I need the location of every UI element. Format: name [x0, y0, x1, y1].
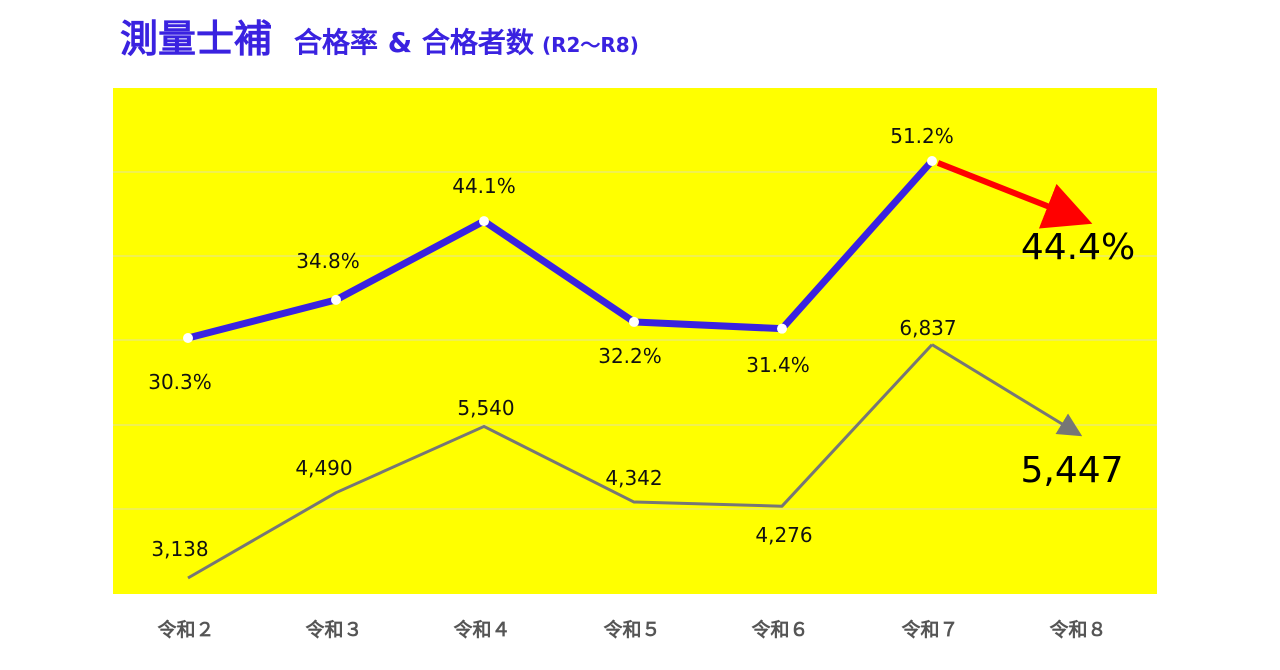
pass-count-label-6: 6,837: [899, 316, 956, 340]
pass-count-label-3: 5,540: [457, 396, 514, 420]
x-tick-label-4: 令和５: [603, 618, 660, 641]
chart-title: 測量士補 合格率 & 合格者数 (R2〜R8): [120, 8, 639, 64]
pass-rate-line: [187, 158, 935, 342]
pass-rate-point-5: [777, 323, 787, 334]
chart-title-main: 測量士補: [120, 17, 273, 61]
pass-rate-label-4: 32.2%: [598, 344, 662, 368]
x-tick-label-6: 令和７: [901, 618, 958, 641]
x-tick-label-1: 令和２: [157, 618, 214, 641]
pass-count-label-4: 4,342: [605, 466, 662, 490]
x-tick-label-2: 令和３: [305, 618, 362, 641]
x-tick-label-7: 令和８: [1049, 618, 1106, 641]
pass-rate-point-4: [629, 316, 639, 327]
pass-rate-forecast-label: 44.4%: [1021, 227, 1135, 268]
pass-count-forecast-arrow: [931, 343, 1083, 437]
pass-rate-point-3: [479, 216, 489, 227]
pass-rate-label-3: 44.1%: [452, 174, 516, 198]
pass-count-label-2: 4,490: [295, 456, 352, 480]
pass-rate-label-1: 30.3%: [148, 370, 212, 394]
pass-count-line: [187, 343, 934, 580]
x-tick-label-3: 令和４: [453, 618, 510, 641]
pass-rate-point-1: [183, 333, 193, 343]
pass-rate-label-5: 31.4%: [746, 353, 810, 377]
pass-rate-point-6: [927, 155, 937, 166]
pass-rate-label-6: 51.2%: [890, 124, 954, 148]
chart-title-sub: 合格率 & 合格者数: [294, 26, 534, 59]
chart-title-range: (R2〜R8): [541, 33, 639, 57]
plot-area: [113, 88, 1157, 594]
pass-rate-label-2: 34.8%: [296, 249, 360, 273]
pass-count-label-1: 3,138: [151, 537, 208, 561]
pass-count-label-5: 4,276: [755, 523, 812, 547]
pass-rate-forecast-arrow: [936, 160, 1093, 229]
x-tick-label-5: 令和６: [751, 618, 808, 641]
pass-count-forecast-label: 5,447: [1020, 450, 1123, 491]
pass-rate-point-2: [331, 294, 341, 305]
